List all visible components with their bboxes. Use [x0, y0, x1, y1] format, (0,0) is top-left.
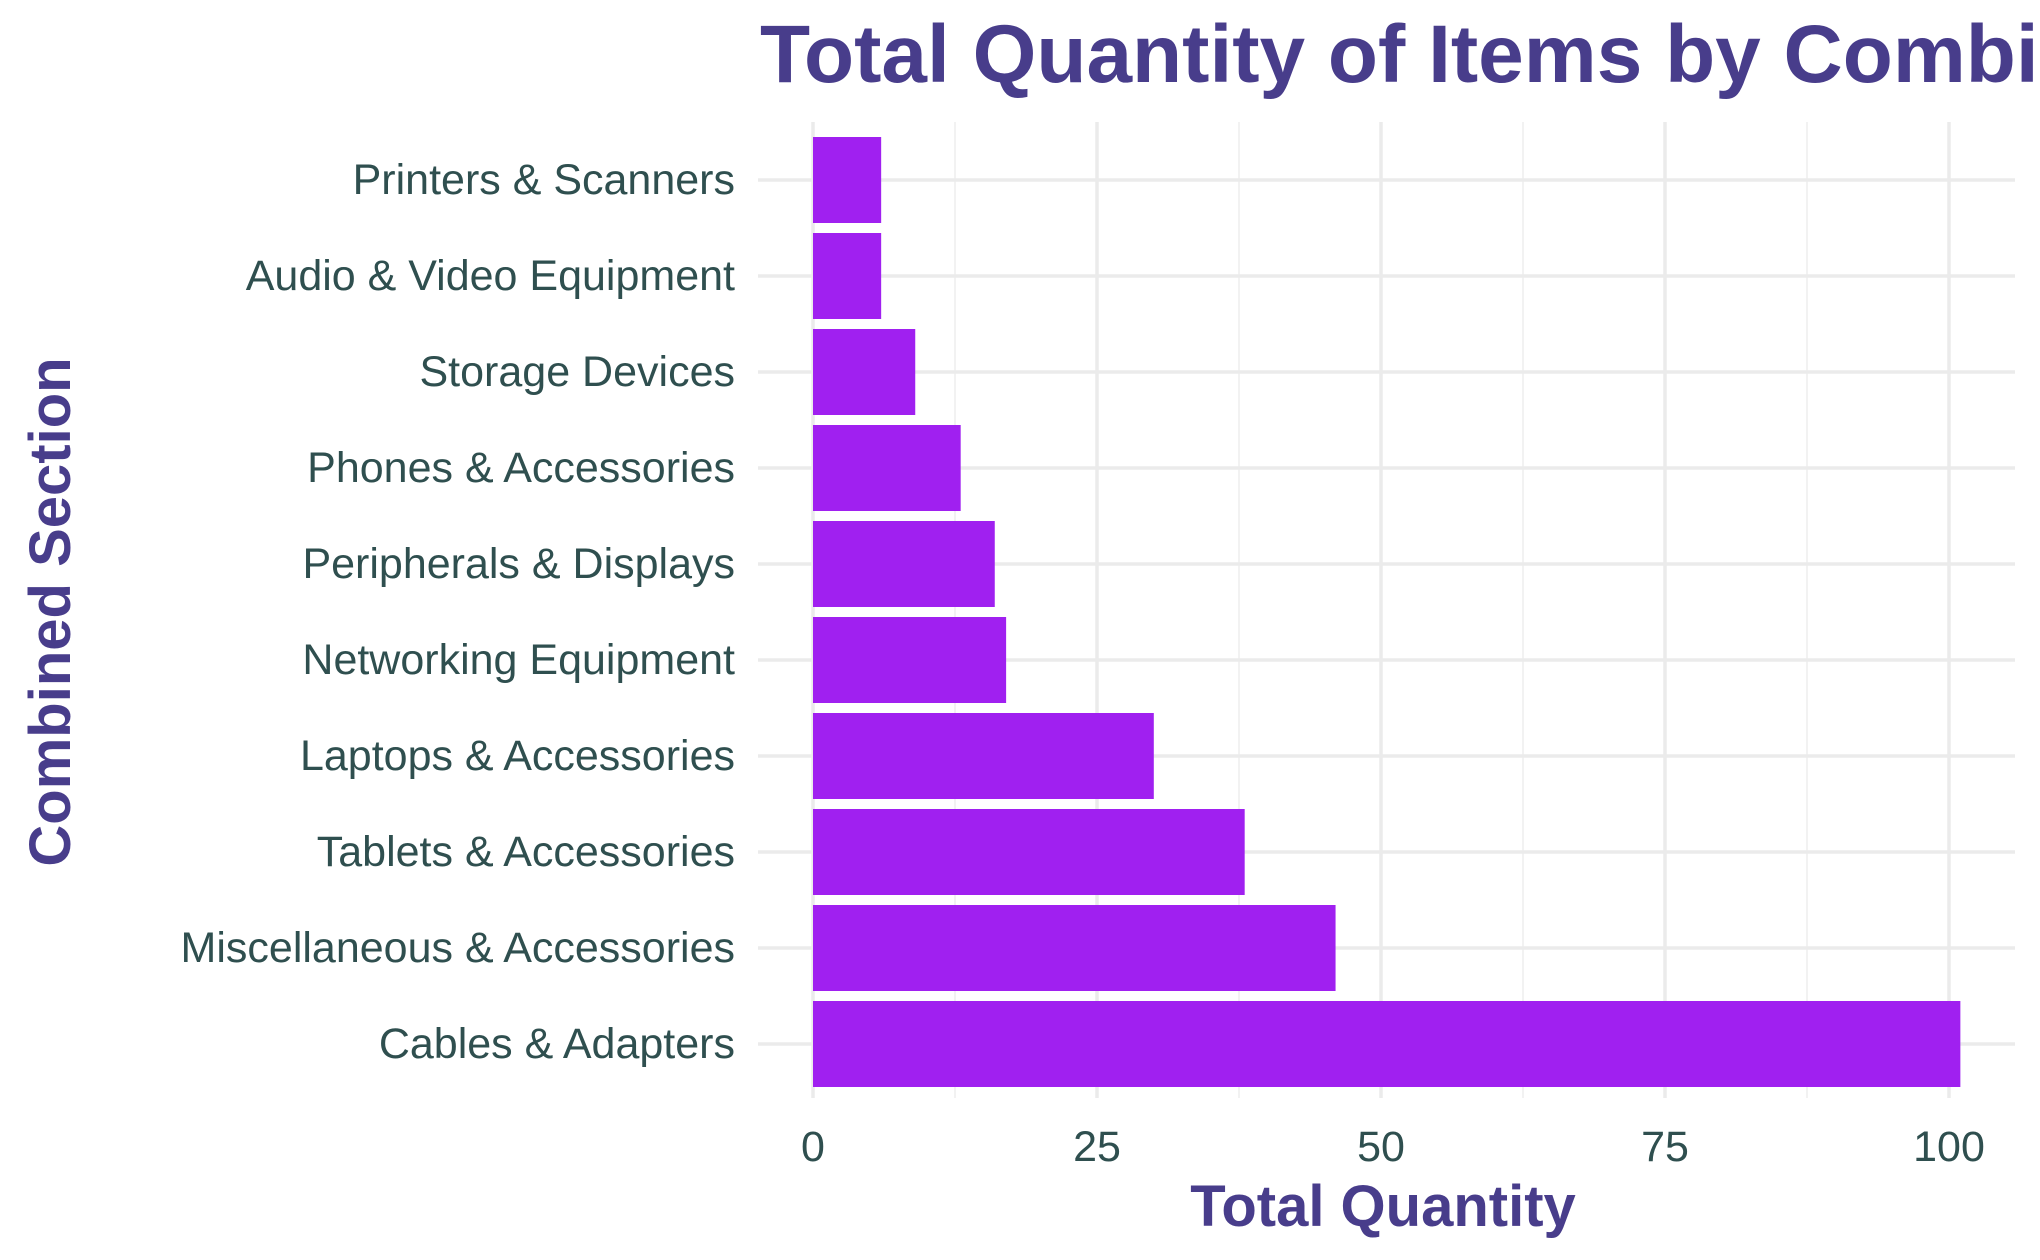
bar	[813, 1001, 1961, 1087]
bar	[813, 713, 1154, 799]
y-tick-label: Peripherals & Displays	[302, 540, 735, 588]
y-tick-label: Tablets & Accessories	[317, 828, 735, 876]
y-tick-label: Miscellaneous & Accessories	[181, 924, 735, 972]
y-axis-ticks: Cables & Adapters Miscellaneous & Accesso…	[181, 156, 736, 1068]
y-tick-label: Laptops & Accessories	[300, 732, 735, 780]
x-tick-label: 100	[1913, 1123, 1985, 1171]
x-tick-label: 75	[1641, 1123, 1689, 1171]
y-tick-label: Storage Devices	[420, 348, 736, 396]
x-tick-label: 25	[1073, 1123, 1121, 1171]
x-axis-ticks: 0 25 50 75 100	[801, 1123, 1985, 1171]
bar	[813, 425, 961, 511]
bar	[813, 521, 995, 607]
y-axis-title: Combined Section	[18, 357, 83, 866]
bar	[813, 233, 882, 319]
bar	[813, 329, 916, 415]
y-tick-label: Cables & Adapters	[379, 1020, 735, 1068]
x-tick-label: 0	[801, 1123, 825, 1171]
y-tick-label: Audio & Video Equipment	[246, 252, 735, 300]
bar	[813, 137, 882, 223]
x-axis-title: Total Quantity	[1190, 1174, 1576, 1239]
y-tick-label: Phones & Accessories	[307, 444, 735, 492]
bar	[813, 905, 1336, 991]
y-tick-label: Networking Equipment	[302, 636, 735, 684]
chart-title: Total Quantity of Items by Combined Sect…	[760, 9, 2040, 100]
bars	[813, 137, 1961, 1087]
bar	[813, 809, 1245, 895]
x-tick-label: 50	[1357, 1123, 1405, 1171]
y-tick-label: Printers & Scanners	[353, 156, 735, 204]
bar	[813, 617, 1007, 703]
